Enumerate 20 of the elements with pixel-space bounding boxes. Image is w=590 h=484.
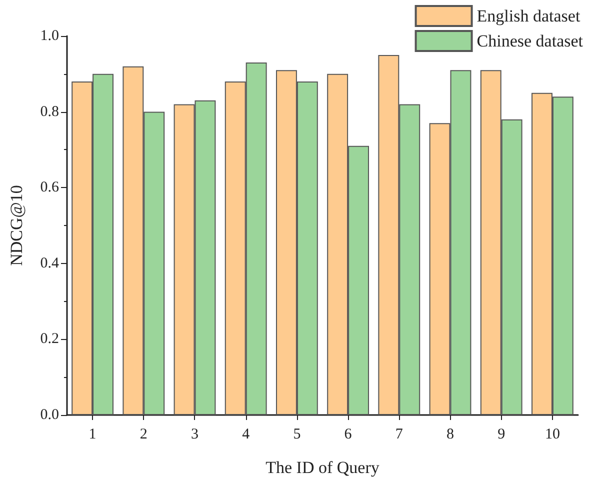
x-axis-title: The ID of Query (266, 458, 380, 477)
y-tick-label: 0.0 (40, 407, 59, 423)
x-tick-label: 10 (544, 426, 560, 442)
x-tick-label: 3 (191, 426, 198, 442)
y-axis-title: NDCG@10 (7, 185, 26, 266)
y-tick-label: 0.2 (40, 331, 59, 348)
legend-label: Chinese dataset (476, 32, 584, 50)
legend-label: English dataset (476, 6, 580, 26)
x-tick-label: 9 (498, 426, 506, 442)
x-tick-label: 4 (242, 426, 250, 442)
y-tick-label: 0.8 (40, 104, 59, 120)
x-tick-label: 1 (88, 426, 96, 442)
y-tick-label: 1.0 (40, 28, 59, 44)
x-tick-label: 8 (446, 426, 454, 442)
y-tick-label: 0.6 (40, 180, 60, 196)
x-tick-label: 5 (293, 426, 301, 442)
x-tick-label: 6 (344, 426, 352, 442)
y-tick-label: 0.4 (40, 255, 60, 272)
x-tick-label: 7 (395, 426, 404, 442)
x-tick-label: 2 (140, 426, 148, 442)
